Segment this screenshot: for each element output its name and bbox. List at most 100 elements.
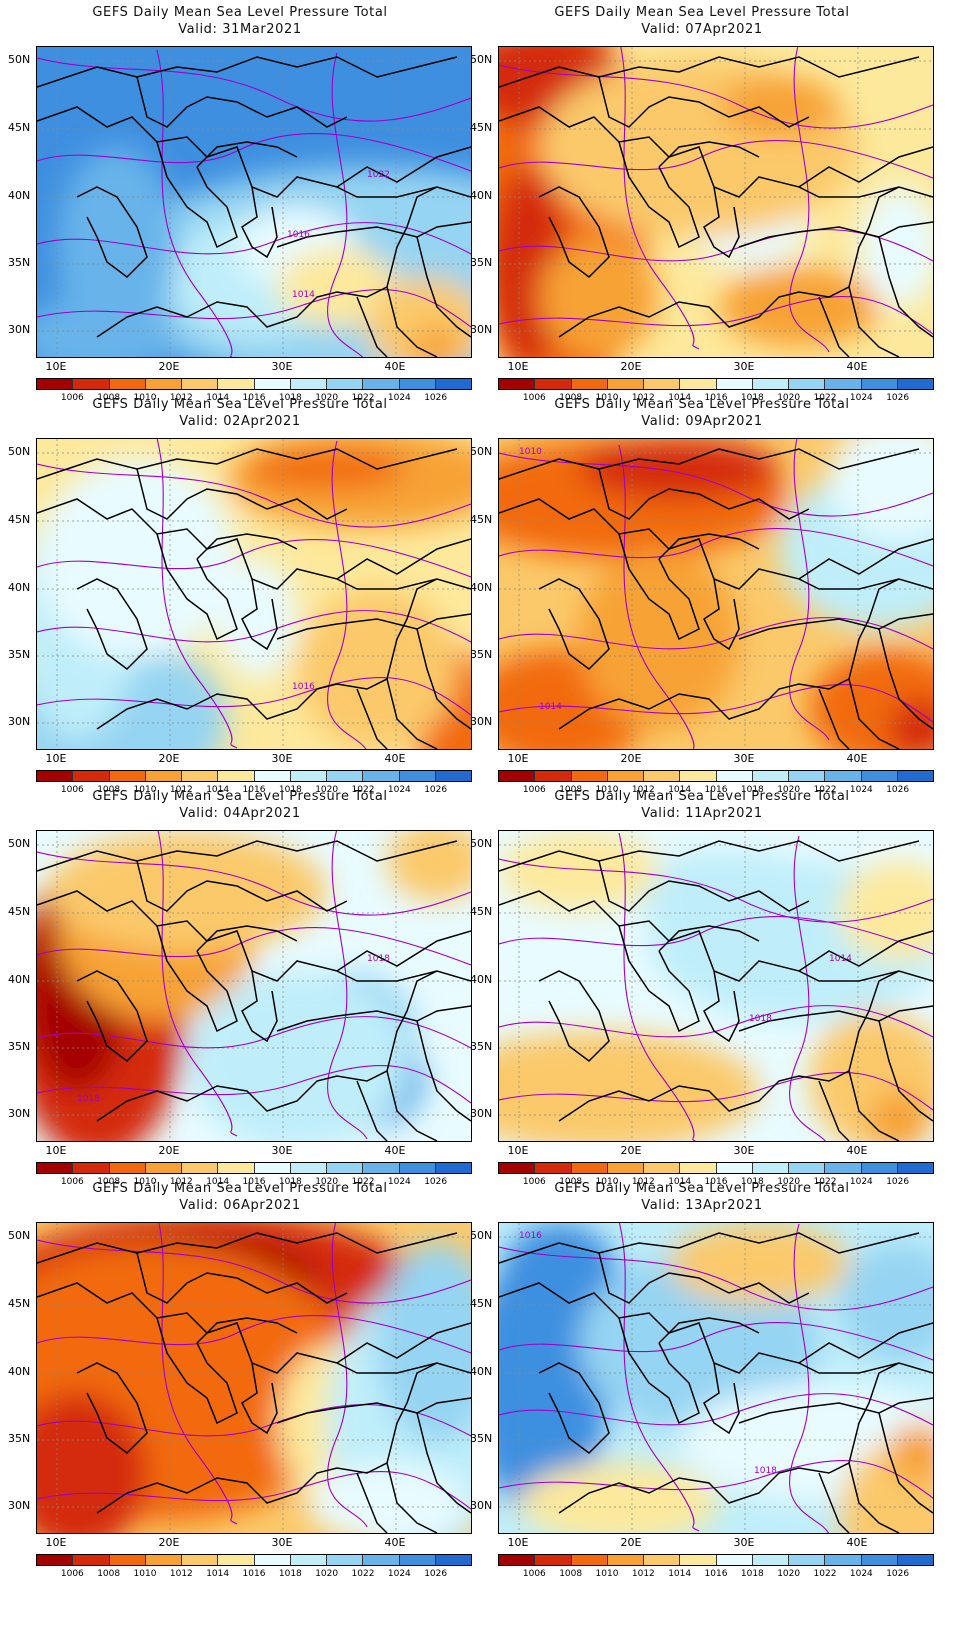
colorbar-swatch xyxy=(680,1163,717,1173)
colorbar-swatch xyxy=(37,1555,74,1565)
x-tick-label: 20E xyxy=(158,752,180,765)
x-tick-label: 40E xyxy=(846,360,868,373)
coastline xyxy=(618,141,700,249)
isobar-label: 1014 xyxy=(829,954,852,964)
y-tick-label: 35N xyxy=(8,1040,31,1053)
x-tick-label: 10E xyxy=(507,752,529,765)
isobar xyxy=(788,439,830,741)
x-tick-label: 10E xyxy=(507,360,529,373)
coastline xyxy=(37,498,471,590)
isobar xyxy=(620,47,700,350)
colorbar-label: 1008 xyxy=(559,1177,583,1187)
colorbar-label: 1012 xyxy=(631,1569,655,1579)
coastline xyxy=(798,1362,933,1374)
coastline xyxy=(386,1362,438,1464)
map-canvas: 1016 xyxy=(37,439,471,749)
colorbar-label: 1008 xyxy=(97,393,121,403)
panel-valid-date: Valid: 07Apr2021 xyxy=(641,22,763,37)
coastline xyxy=(818,1472,850,1533)
pressure-region xyxy=(377,1243,471,1443)
coastline xyxy=(156,925,238,1033)
coastline xyxy=(878,1412,933,1514)
coastline xyxy=(196,925,298,952)
coastline xyxy=(703,1362,740,1435)
isobar xyxy=(499,858,933,923)
isobar-label: 1018 xyxy=(749,1014,772,1024)
colorbar-label: 1012 xyxy=(169,393,193,403)
colorbar-swatch xyxy=(897,1555,933,1565)
coastline xyxy=(878,236,933,338)
colorbar-label: 1024 xyxy=(849,393,873,403)
coastline xyxy=(416,1412,471,1514)
y-tick-label: 50N xyxy=(8,837,31,850)
colorbar-label: 1010 xyxy=(595,393,619,403)
y-tick-label: 30N xyxy=(470,1107,493,1120)
isobar xyxy=(326,52,364,357)
chart-panel: GEFS Daily Mean Sea Level Pressure Total… xyxy=(0,1176,480,1586)
colorbar-swatch xyxy=(897,379,933,389)
coastline xyxy=(96,1461,438,1533)
colorbar-label: 1018 xyxy=(278,1177,302,1187)
pressure-region xyxy=(669,1223,849,1303)
isobar xyxy=(37,927,471,966)
coastline xyxy=(136,860,348,912)
coastline xyxy=(798,578,933,590)
x-tick-label: 40E xyxy=(846,1536,868,1549)
isobar xyxy=(156,439,238,749)
coastline xyxy=(878,1020,933,1122)
isobar xyxy=(37,463,471,528)
x-tick-label: 10E xyxy=(507,1536,529,1549)
colorbar-swatch xyxy=(435,1555,471,1565)
y-tick-label: 50N xyxy=(470,53,493,66)
coastline xyxy=(37,840,458,872)
colorbar-swatch xyxy=(680,1555,717,1565)
colorbar-label: 1016 xyxy=(242,785,266,795)
colorbar-swatch xyxy=(644,379,681,389)
coastline xyxy=(76,186,148,278)
colorbar-swatch xyxy=(716,1555,753,1565)
coastline xyxy=(76,578,148,670)
colorbar-swatch xyxy=(861,1555,898,1565)
pressure-region xyxy=(307,1463,467,1533)
pressure-map: 1010 1014 xyxy=(498,438,934,750)
colorbar-swatch xyxy=(145,771,182,781)
isobar xyxy=(499,140,933,179)
panel-title: GEFS Daily Mean Sea Level Pressure Total xyxy=(92,789,388,804)
colorbar-swatch xyxy=(607,771,644,781)
y-tick-label: 35N xyxy=(8,1432,31,1445)
isobar-label: 1016 xyxy=(292,682,315,692)
coastline xyxy=(658,925,760,952)
x-tick-label: 30E xyxy=(271,1536,293,1549)
isobar xyxy=(37,289,471,328)
colorbar-swatch xyxy=(290,1555,327,1565)
colorbar-label: 1014 xyxy=(206,1177,230,1187)
y-tick-label: 45N xyxy=(470,905,493,918)
y-tick-label: 40N xyxy=(470,581,493,594)
coastline xyxy=(136,76,348,128)
y-tick-label: 30N xyxy=(470,715,493,728)
y-tick-label: 40N xyxy=(8,973,31,986)
x-tick-label: 20E xyxy=(620,1536,642,1549)
y-tick-label: 50N xyxy=(8,445,31,458)
colorbar-swatch xyxy=(73,379,110,389)
coastline xyxy=(499,1282,933,1374)
coastline xyxy=(618,1317,700,1425)
colorbar-swatch xyxy=(435,1163,471,1173)
x-tick-label: 10E xyxy=(45,1144,67,1157)
colorbar-swatch xyxy=(499,1555,536,1565)
x-tick-label: 30E xyxy=(271,752,293,765)
coastline xyxy=(499,56,920,88)
panel-valid-date: Valid: 09Apr2021 xyxy=(641,414,763,429)
y-tick-label: 45N xyxy=(470,513,493,526)
pressure-field xyxy=(499,47,933,357)
y-tick-label: 35N xyxy=(470,1040,493,1053)
colorbar-swatch xyxy=(789,1555,826,1565)
colorbar-label: 1024 xyxy=(387,393,411,403)
isobar xyxy=(499,1393,933,1426)
coastline xyxy=(798,970,933,982)
colorbar xyxy=(36,770,472,782)
colorbar-swatch xyxy=(109,1555,146,1565)
x-tick-label: 40E xyxy=(846,752,868,765)
y-tick-label: 40N xyxy=(8,581,31,594)
colorbar-swatch xyxy=(145,1163,182,1173)
